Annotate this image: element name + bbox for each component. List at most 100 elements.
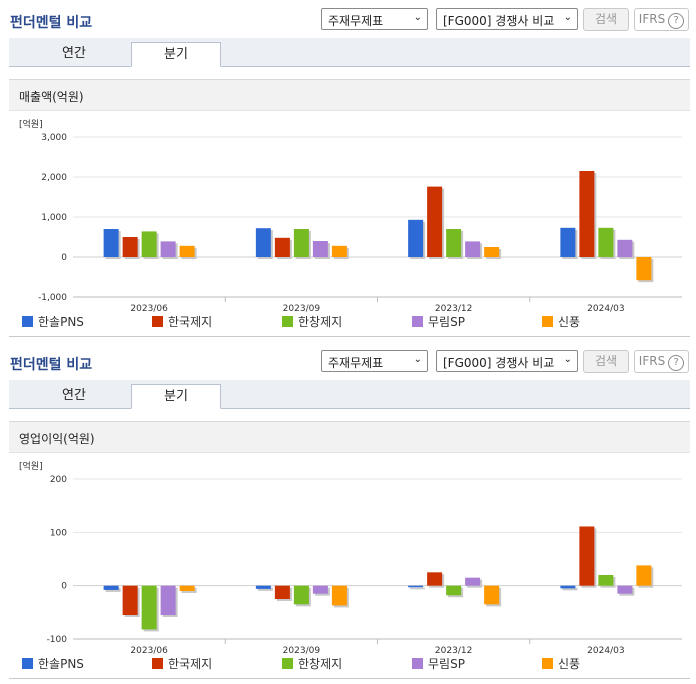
bar[interactable]	[636, 565, 652, 586]
bar[interactable]	[446, 585, 462, 596]
chart-header: 영업이익(억원)	[9, 421, 690, 453]
legend-item[interactable]: 무림SP	[412, 313, 465, 330]
chart-plot: [억원] 200 100 0 -100 2023/06 2023/09 2023/12 2024…	[19, 460, 682, 656]
chart-plot: [억원] 3,000 2,000 1,000 0 -1,000 2023/06 2023/09…	[19, 118, 682, 314]
tab-quarterly[interactable]: 분기	[131, 384, 221, 409]
bar[interactable]	[122, 237, 138, 257]
ifrs-button[interactable]: IFRS?	[634, 350, 689, 373]
bar[interactable]	[179, 245, 195, 257]
legend-swatch	[542, 316, 553, 327]
x-tick-label: 2024/03	[587, 304, 624, 314]
y-tick-label: 2,000	[41, 173, 67, 183]
bar[interactable]	[141, 231, 157, 257]
tab-annual[interactable]: 연간	[62, 388, 86, 403]
bar[interactable]	[103, 229, 119, 257]
search-button[interactable]: 검색	[583, 8, 629, 31]
bar[interactable]	[465, 577, 481, 586]
operating-profit-chart: [억원] 200 100 0 -100 2023/06 2023/09 2023/12 2024…	[9, 453, 690, 679]
y-tick-label: 200	[50, 475, 67, 485]
bar[interactable]	[103, 585, 119, 590]
bar[interactable]	[293, 229, 309, 257]
legend-item[interactable]: 한솔PNS	[22, 655, 84, 672]
bar[interactable]	[255, 585, 271, 589]
legend-label: 신풍	[558, 315, 581, 329]
bar[interactable]	[274, 585, 290, 599]
legend-item[interactable]: 무림SP	[412, 655, 465, 672]
chevron-down-icon: ⌄	[563, 12, 572, 23]
bar[interactable]	[427, 186, 443, 257]
bar[interactable]	[427, 572, 443, 586]
bar[interactable]	[484, 585, 500, 605]
bar[interactable]	[331, 245, 347, 257]
bar[interactable]	[446, 229, 462, 257]
period-tabs: 연간 분기	[9, 38, 690, 67]
section-title: 펀더멘털 비교	[10, 15, 93, 31]
x-tick-label: 2024/03	[587, 646, 624, 656]
peer-select[interactable]: [FG000] 경쟁사 비교 ⌄	[436, 8, 578, 30]
fundamental-section-2: 펀더멘털 비교 주재무제표 ⌄ [FG000] 경쟁사 비교 ⌄ 검색 IFRS…	[0, 342, 696, 679]
chart-legend: 한솔PNS 한국제지 한창제지 무림SP 신풍	[22, 313, 682, 329]
x-tick-label: 2023/06	[130, 304, 168, 314]
peer-select[interactable]: [FG000] 경쟁사 비교 ⌄	[436, 350, 578, 372]
legend-swatch	[282, 316, 293, 327]
ifrs-button[interactable]: IFRS?	[634, 8, 689, 31]
legend-label: 무림SP	[428, 657, 465, 671]
bar[interactable]	[560, 227, 576, 257]
statement-select[interactable]: 주재무제표 ⌄	[321, 350, 428, 372]
chart-legend: 한솔PNS 한국제지 한창제지 무림SP 신풍	[22, 655, 682, 671]
legend-swatch	[412, 658, 423, 669]
legend-item[interactable]: 한국제지	[152, 655, 212, 672]
bar[interactable]	[617, 239, 633, 257]
legend-item[interactable]: 한창제지	[282, 313, 342, 330]
bar[interactable]	[312, 585, 328, 594]
x-tick-label: 2023/12	[435, 304, 472, 314]
bar[interactable]	[408, 219, 424, 257]
bar[interactable]	[617, 585, 633, 594]
statement-select-value: 주재무제표	[328, 356, 384, 370]
bar[interactable]	[465, 241, 481, 257]
legend-label: 한국제지	[168, 657, 213, 671]
bar[interactable]	[636, 257, 652, 281]
bar[interactable]	[484, 247, 500, 257]
tab-quarterly[interactable]: 분기	[131, 42, 221, 67]
bar[interactable]	[141, 585, 157, 630]
help-icon[interactable]: ?	[668, 13, 685, 29]
x-tick-label: 2023/12	[435, 646, 472, 656]
search-button[interactable]: 검색	[583, 350, 629, 373]
bar[interactable]	[179, 585, 195, 591]
chart-title: 매출액(억원)	[19, 90, 84, 104]
legend-item[interactable]: 신풍	[542, 313, 580, 330]
bar[interactable]	[579, 526, 595, 586]
bar[interactable]	[598, 575, 614, 586]
ifrs-label: IFRS	[638, 12, 666, 26]
y-tick-label: -100	[47, 635, 68, 645]
bar[interactable]	[598, 227, 614, 257]
legend-item[interactable]: 한솔PNS	[22, 313, 84, 330]
chevron-down-icon: ⌄	[413, 12, 422, 23]
bar[interactable]	[408, 585, 424, 588]
bar[interactable]	[312, 241, 328, 257]
y-tick-label: 0	[61, 582, 67, 592]
legend-label: 무림SP	[428, 315, 465, 329]
bar[interactable]	[122, 585, 138, 615]
bar[interactable]	[160, 585, 176, 615]
bar[interactable]	[160, 241, 176, 257]
bar[interactable]	[293, 585, 309, 605]
peer-select-value: [FG000] 경쟁사 비교	[443, 356, 555, 370]
legend-item[interactable]: 한국제지	[152, 313, 212, 330]
legend-item[interactable]: 신풍	[542, 655, 580, 672]
y-axis-unit: [억원]	[19, 460, 43, 472]
tab-annual[interactable]: 연간	[62, 46, 86, 61]
bar[interactable]	[579, 171, 595, 257]
section-header: 펀더멘털 비교 주재무제표 ⌄ [FG000] 경쟁사 비교 ⌄ 검색 IFRS…	[0, 0, 696, 38]
legend-item[interactable]: 한창제지	[282, 655, 342, 672]
bar[interactable]	[331, 585, 347, 606]
bar[interactable]	[274, 237, 290, 257]
x-tick-label: 2023/09	[283, 304, 321, 314]
bar[interactable]	[255, 228, 271, 257]
statement-select[interactable]: 주재무제표 ⌄	[321, 8, 428, 30]
legend-swatch	[152, 658, 163, 669]
help-icon[interactable]: ?	[668, 355, 685, 371]
bar[interactable]	[560, 585, 576, 589]
legend-swatch	[22, 316, 33, 327]
